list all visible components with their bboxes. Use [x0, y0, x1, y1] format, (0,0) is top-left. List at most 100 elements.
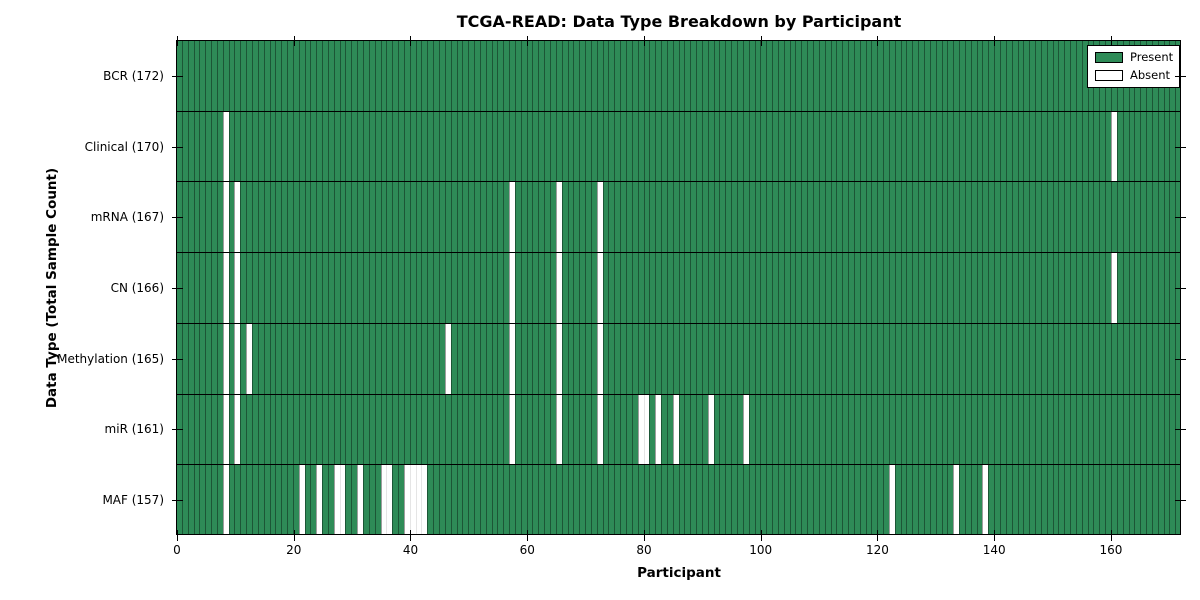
cell-present: [316, 111, 323, 182]
cell-absent: [222, 182, 229, 253]
cell-present: [503, 323, 510, 394]
cell-present: [363, 111, 369, 182]
cell-present: [351, 111, 358, 182]
cell-present: [187, 111, 194, 182]
cell-present: [742, 41, 749, 111]
cell-present: [725, 111, 732, 182]
cell-absent: [953, 465, 960, 536]
cell-present: [1099, 323, 1106, 394]
cell-present: [830, 465, 837, 536]
cell-present: [731, 465, 737, 536]
cell-present: [374, 323, 381, 394]
cell-present: [298, 394, 305, 465]
cell-present: [865, 394, 872, 465]
cell-present: [1017, 111, 1024, 182]
cell-present: [211, 465, 217, 536]
cell-present: [883, 111, 889, 182]
cell-absent: [234, 182, 241, 253]
cell-present: [631, 182, 638, 253]
cell-present: [590, 394, 597, 465]
cell-present: [766, 41, 773, 111]
cell-present: [187, 323, 194, 394]
cell-present: [994, 465, 1000, 536]
cell-present: [479, 394, 486, 465]
cell-present: [690, 111, 697, 182]
cell-present: [777, 465, 784, 536]
cell-present: [193, 465, 200, 536]
cell-present: [199, 323, 206, 394]
cell-present: [257, 394, 264, 465]
cell-present: [550, 182, 556, 253]
cell-present: [532, 41, 539, 111]
cell-present: [316, 394, 323, 465]
cell-present: [287, 323, 293, 394]
cell-present: [485, 465, 492, 536]
cell-present: [666, 394, 673, 465]
cell-present: [812, 465, 819, 536]
cell-present: [1035, 253, 1041, 323]
cell-present: [731, 394, 737, 465]
cell-present: [848, 111, 854, 182]
cell-present: [812, 182, 819, 253]
cell-present: [959, 182, 965, 253]
cell-present: [351, 465, 358, 536]
cell-present: [579, 465, 586, 536]
cell-present: [386, 111, 393, 182]
cell-present: [269, 394, 276, 465]
cell-absent: [888, 465, 895, 536]
cell-present: [748, 111, 755, 182]
cell-present: [789, 323, 796, 394]
cell-present: [561, 41, 568, 111]
cell-present: [766, 465, 773, 536]
cell-present: [1046, 182, 1053, 253]
cell-present: [637, 253, 644, 323]
cell-present: [894, 182, 901, 253]
cell-present: [1046, 111, 1053, 182]
cell-present: [1134, 394, 1141, 465]
y-tick-mark-left: [172, 217, 183, 219]
cell-present: [193, 253, 200, 323]
cell-present: [386, 41, 393, 111]
cell-present: [275, 41, 282, 111]
cell-absent: [509, 253, 515, 323]
cell-present: [532, 465, 539, 536]
cell-present: [836, 182, 843, 253]
cell-present: [959, 41, 965, 111]
cell-present: [976, 41, 983, 111]
cell-present: [696, 41, 702, 111]
cell-present: [211, 394, 217, 465]
cell-present: [1029, 111, 1036, 182]
cell-present: [941, 182, 948, 253]
x-tick-mark-top: [177, 36, 178, 46]
cell-present: [731, 41, 737, 111]
cell-present: [403, 394, 410, 465]
cell-present: [403, 253, 410, 323]
cell-present: [719, 111, 726, 182]
cell-present: [1093, 253, 1100, 323]
x-tick-mark-bottom: [760, 530, 762, 541]
cell-present: [240, 41, 247, 111]
cell-present: [737, 253, 743, 323]
cell-present: [561, 465, 568, 536]
cell-present: [853, 323, 860, 394]
cell-present: [1040, 323, 1047, 394]
cell-present: [661, 41, 667, 111]
cell-present: [883, 41, 889, 111]
legend-item-absent: Absent: [1095, 69, 1172, 82]
cell-present: [830, 111, 837, 182]
cell-present: [842, 465, 849, 536]
cell-present: [538, 41, 545, 111]
cell-present: [1087, 111, 1094, 182]
x-tick-mark-bottom: [643, 530, 645, 541]
cell-present: [725, 394, 732, 465]
cell-present: [444, 182, 451, 253]
cell-present: [912, 41, 919, 111]
cell-present: [649, 41, 656, 111]
cell-present: [392, 465, 399, 536]
cell-present: [1064, 323, 1071, 394]
cell-present: [555, 465, 562, 536]
cell-present: [462, 323, 469, 394]
cell-present: [187, 465, 194, 536]
cell-present: [614, 111, 621, 182]
cell-present: [345, 394, 352, 465]
